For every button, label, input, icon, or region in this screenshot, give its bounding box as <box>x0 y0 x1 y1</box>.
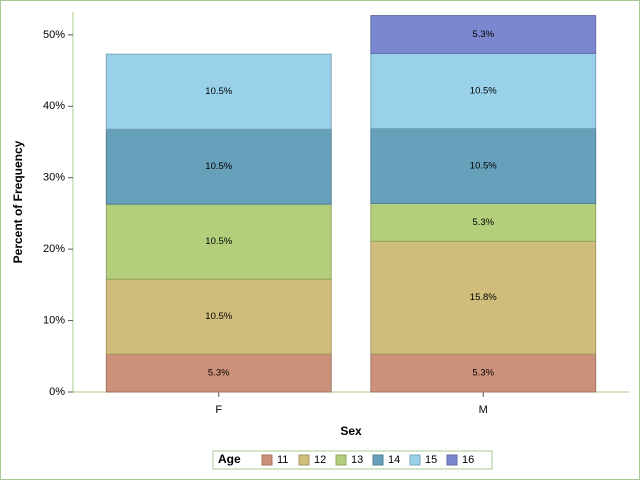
value-label: 5.3% <box>208 368 230 379</box>
x-tick-label: M <box>479 404 488 416</box>
legend-swatch <box>298 454 310 466</box>
legend-swatch <box>335 454 347 466</box>
legend-title: Age <box>218 452 241 466</box>
bar-segment <box>105 278 332 355</box>
bar-segment <box>370 15 597 54</box>
bar-segment <box>370 240 597 355</box>
legend-label: 16 <box>462 454 474 466</box>
bar-segment <box>105 128 332 205</box>
x-axis-label: Sex <box>340 424 362 438</box>
value-label: 10.5% <box>205 86 232 97</box>
bar-segment <box>370 52 597 129</box>
y-tick-label: 10% <box>43 314 65 326</box>
legend-swatch <box>261 454 273 466</box>
value-label: 5.3% <box>472 217 494 228</box>
y-tick-label: 0% <box>49 386 65 398</box>
value-label: 10.5% <box>205 311 232 322</box>
value-label: 10.5% <box>470 160 497 171</box>
value-label: 15.8% <box>470 292 497 303</box>
value-label: 10.5% <box>470 85 497 96</box>
bar-segment <box>370 127 597 204</box>
bar-segment <box>370 353 597 393</box>
value-label: 10.5% <box>205 161 232 172</box>
bar-segment <box>105 53 332 130</box>
y-tick-label: 50% <box>43 29 65 41</box>
bar-segment <box>370 202 597 242</box>
y-axis-label: Percent of Frequency <box>11 140 25 263</box>
y-tick-label: 20% <box>43 243 65 255</box>
bar-segment <box>105 203 332 280</box>
y-tick-label: 30% <box>43 172 65 184</box>
value-label: 5.3% <box>472 29 494 40</box>
legend-box <box>212 450 493 470</box>
legend-label: 15 <box>425 454 437 466</box>
bar-segment <box>105 353 332 393</box>
legend-label: 13 <box>351 454 363 466</box>
legend-swatch <box>446 454 458 466</box>
legend-label: 14 <box>388 454 400 466</box>
legend-label: 12 <box>314 454 326 466</box>
legend-label: 11 <box>277 454 288 466</box>
y-tick-label: 40% <box>43 100 65 112</box>
value-label: 5.3% <box>472 368 494 379</box>
legend-swatch <box>372 454 384 466</box>
legend-swatch <box>409 454 421 466</box>
x-tick-label: F <box>215 404 222 416</box>
value-label: 10.5% <box>205 236 232 247</box>
